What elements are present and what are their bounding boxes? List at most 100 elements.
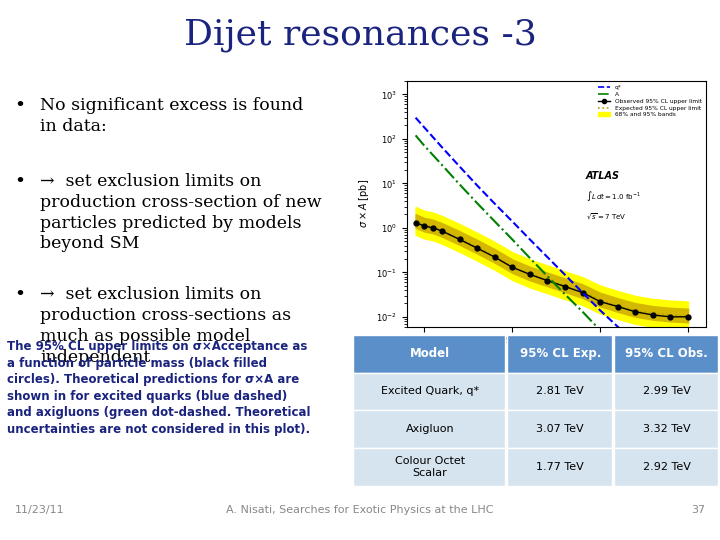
Line: q*: q* <box>415 118 688 397</box>
Bar <box>613 410 718 448</box>
Observed 95% CL upper limit <box>666 314 675 320</box>
Observed 95% CL upper limit <box>561 284 570 290</box>
Expected 95% CL upper limit <box>490 253 499 260</box>
Expected 95% CL upper limit <box>649 310 657 316</box>
Expected 95% CL upper limit <box>666 312 675 318</box>
Expected 95% CL upper limit <box>473 244 482 251</box>
Bar <box>613 448 718 486</box>
Observed 95% CL upper limit <box>411 220 420 226</box>
q* <box>613 323 622 330</box>
A <box>649 381 657 388</box>
Expected 95% CL upper limit <box>684 313 693 319</box>
A <box>526 255 534 261</box>
Expected 95% CL upper limit <box>420 222 428 228</box>
A <box>613 345 622 351</box>
Observed 95% CL upper limit <box>438 228 446 234</box>
Line: A: A <box>415 136 688 419</box>
A <box>420 143 428 149</box>
A <box>438 161 446 168</box>
Line: Expected 95% CL upper limit: Expected 95% CL upper limit <box>415 221 688 316</box>
Expected 95% CL upper limit <box>631 307 639 314</box>
Text: →  set exclusion limits on
production cross-section of new
particles predicted b: → set exclusion limits on production cro… <box>40 173 322 253</box>
q* <box>631 341 639 348</box>
Bar <box>507 335 612 373</box>
Text: •: • <box>14 286 26 304</box>
Text: Dijet resonances -3: Dijet resonances -3 <box>184 18 536 52</box>
Text: →  set exclusion limits on
production cross-sections as
much as possible model
i: → set exclusion limits on production cro… <box>40 286 292 366</box>
Expected 95% CL upper limit <box>543 276 552 283</box>
q* <box>438 144 446 151</box>
Bar <box>507 373 612 410</box>
Bar <box>507 410 612 448</box>
q* <box>684 394 693 400</box>
A <box>473 200 482 206</box>
q* <box>473 182 482 188</box>
Observed 95% CL upper limit <box>490 254 499 260</box>
Observed 95% CL upper limit <box>473 245 482 252</box>
Expected 95% CL upper limit <box>526 271 534 277</box>
Bar <box>507 448 612 486</box>
Observed 95% CL upper limit <box>596 299 605 305</box>
Expected 95% CL upper limit <box>411 218 420 225</box>
Text: 95% CL Obs.: 95% CL Obs. <box>626 347 708 360</box>
Text: 3.32 TeV: 3.32 TeV <box>643 424 690 434</box>
q* <box>596 307 605 314</box>
Line: Observed 95% CL upper limit: Observed 95% CL upper limit <box>413 220 690 319</box>
Bar <box>353 373 505 410</box>
Expected 95% CL upper limit <box>455 235 464 241</box>
A <box>543 273 552 279</box>
q* <box>526 236 534 242</box>
A <box>684 416 693 422</box>
Bar <box>353 335 505 373</box>
Text: •: • <box>14 173 26 191</box>
Text: Model: Model <box>410 347 450 360</box>
Text: 11/23/11: 11/23/11 <box>14 505 64 515</box>
Text: A. Nisati, Searches for Exotic Physics at the LHC: A. Nisati, Searches for Exotic Physics a… <box>226 505 494 515</box>
Observed 95% CL upper limit <box>455 236 464 242</box>
Expected 95% CL upper limit <box>508 264 516 270</box>
Observed 95% CL upper limit <box>429 225 438 231</box>
Expected 95% CL upper limit <box>578 288 587 295</box>
A <box>561 291 570 298</box>
q* <box>508 218 516 225</box>
Expected 95% CL upper limit <box>596 296 605 303</box>
Text: Axigluon: Axigluon <box>405 424 454 434</box>
Bar <box>353 448 505 486</box>
q* <box>543 254 552 260</box>
Text: 2.81 TeV: 2.81 TeV <box>536 387 584 396</box>
Text: 1.77 TeV: 1.77 TeV <box>536 462 584 472</box>
Observed 95% CL upper limit <box>420 223 428 230</box>
q* <box>649 358 657 365</box>
Observed 95% CL upper limit <box>649 312 657 318</box>
A <box>411 132 420 139</box>
Text: The 95% CL upper limits on σ×Acceptance as
a function of particle mass (black fi: The 95% CL upper limits on σ×Acceptance … <box>7 340 311 436</box>
Legend: q*, A, Observed 95% CL upper limit, Expected 95% CL upper limit, 68% and 95% ban: q*, A, Observed 95% CL upper limit, Expe… <box>597 84 703 119</box>
q* <box>411 114 420 121</box>
A <box>508 236 516 242</box>
Text: $\int L\,dt = 1.0$ fb$^{-1}$: $\int L\,dt = 1.0$ fb$^{-1}$ <box>586 189 641 203</box>
Expected 95% CL upper limit <box>613 302 622 309</box>
Expected 95% CL upper limit <box>438 227 446 234</box>
A <box>455 181 464 187</box>
Observed 95% CL upper limit <box>526 271 534 278</box>
Observed 95% CL upper limit <box>613 303 622 310</box>
Text: ATLAS: ATLAS <box>586 171 620 181</box>
Observed 95% CL upper limit <box>684 314 693 320</box>
Text: 95% CL Exp.: 95% CL Exp. <box>520 347 601 360</box>
q* <box>561 272 570 278</box>
Observed 95% CL upper limit <box>508 264 516 271</box>
A <box>578 308 587 315</box>
Text: Excited Quark, q*: Excited Quark, q* <box>381 387 479 396</box>
Text: 2.99 TeV: 2.99 TeV <box>643 387 690 396</box>
Expected 95% CL upper limit <box>561 282 570 289</box>
Text: 2.92 TeV: 2.92 TeV <box>643 462 690 472</box>
Y-axis label: $\sigma \times A$ [pb]: $\sigma \times A$ [pb] <box>356 179 371 228</box>
A <box>596 327 605 334</box>
Text: Colour Octet
Scalar: Colour Octet Scalar <box>395 456 465 478</box>
A <box>631 362 639 369</box>
Expected 95% CL upper limit <box>429 224 438 230</box>
Observed 95% CL upper limit <box>543 278 552 284</box>
Text: •: • <box>14 97 26 115</box>
Observed 95% CL upper limit <box>578 289 587 296</box>
Text: $\sqrt{s} = 7$ TeV: $\sqrt{s} = 7$ TeV <box>586 211 626 221</box>
